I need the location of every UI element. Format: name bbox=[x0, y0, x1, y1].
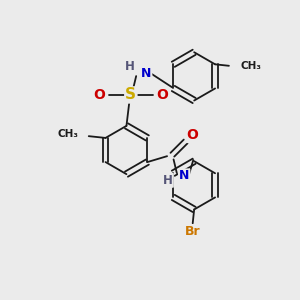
Text: N: N bbox=[179, 169, 189, 182]
Text: Br: Br bbox=[185, 225, 200, 238]
Text: O: O bbox=[93, 88, 105, 102]
Text: CH₃: CH₃ bbox=[57, 129, 78, 139]
Text: CH₃: CH₃ bbox=[241, 61, 262, 71]
Text: H: H bbox=[163, 174, 173, 187]
Text: O: O bbox=[156, 88, 168, 102]
Text: N: N bbox=[141, 67, 152, 80]
Text: O: O bbox=[186, 128, 198, 142]
Text: H: H bbox=[124, 60, 134, 73]
Text: S: S bbox=[125, 87, 136, 102]
